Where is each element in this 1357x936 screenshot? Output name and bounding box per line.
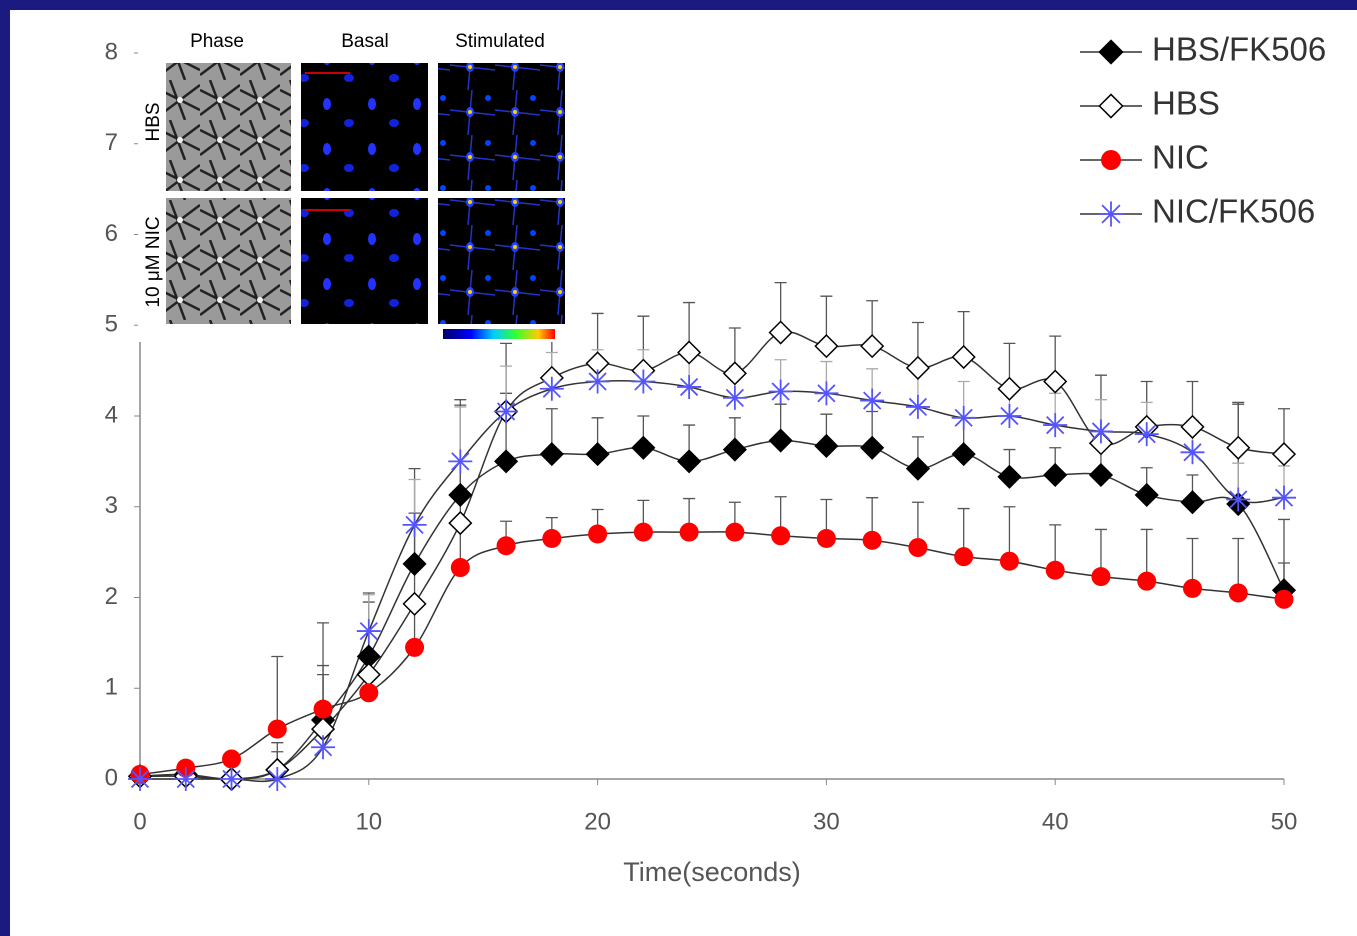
legend-marker [1101, 150, 1121, 170]
marker [222, 750, 241, 769]
marker [128, 767, 152, 791]
y-tick-label: 0 [105, 764, 118, 791]
marker [952, 406, 976, 430]
image [301, 63, 428, 191]
marker [723, 386, 747, 410]
y-tick-label: 1 [105, 674, 118, 701]
marker [631, 370, 655, 394]
inset-column-label: Stimulated [455, 31, 545, 52]
marker [1275, 590, 1294, 609]
marker [451, 558, 470, 577]
marker [1000, 552, 1019, 571]
marker [814, 381, 838, 405]
x-tick-label: 30 [813, 808, 840, 835]
legend-marker [1098, 201, 1123, 226]
x-tick-label: 50 [1271, 808, 1298, 835]
marker [405, 638, 424, 657]
marker [220, 767, 244, 791]
marker [357, 619, 381, 643]
marker [1089, 419, 1113, 443]
marker [311, 735, 335, 759]
marker [906, 395, 930, 419]
marker [863, 531, 882, 550]
inset-row-label: 10 μM NIC [143, 216, 164, 307]
image [166, 198, 291, 324]
marker [540, 377, 564, 401]
marker [268, 720, 287, 739]
marker [1180, 440, 1204, 464]
y-tick-label: 8 [105, 38, 118, 65]
marker [265, 767, 289, 791]
marker [1046, 561, 1065, 580]
marker [680, 523, 699, 542]
x-tick-label: 0 [133, 808, 146, 835]
x-tick-label: 20 [584, 808, 611, 835]
x-tick-label: 10 [355, 808, 382, 835]
marker [954, 547, 973, 566]
image [438, 198, 565, 324]
x-tick-label: 40 [1042, 808, 1069, 835]
inset-row-label: HBS [143, 102, 164, 141]
legend-label: NIC [1152, 139, 1209, 176]
marker [1137, 572, 1156, 591]
marker [588, 524, 607, 543]
marker [448, 449, 472, 473]
marker [817, 529, 836, 548]
marker [174, 767, 198, 791]
chart: 0 1 2 3 4 5 6 7 8 0 10 20 30 40 50 Time(seconds) [0, 0, 1357, 936]
marker [542, 529, 561, 548]
image [166, 63, 291, 191]
marker [497, 536, 516, 555]
marker [494, 399, 518, 423]
y-tick-label: 3 [105, 492, 118, 519]
marker [1272, 486, 1296, 510]
marker [769, 379, 793, 403]
color-bar [443, 329, 555, 339]
marker [1043, 413, 1067, 437]
marker [771, 526, 790, 545]
marker [908, 538, 927, 557]
image [301, 198, 428, 324]
marker [403, 513, 427, 537]
legend-label: HBS [1152, 85, 1220, 122]
y-tick-label: 4 [105, 401, 118, 428]
inset-column-label: Phase [190, 31, 244, 52]
y-tick-label: 6 [105, 220, 118, 247]
y-tick-label: 7 [105, 129, 118, 156]
marker [860, 389, 884, 413]
legend-label: NIC/FK506 [1152, 193, 1315, 230]
marker [314, 700, 333, 719]
marker [1226, 487, 1250, 511]
y-tick-label: 5 [105, 311, 118, 338]
legend-label: HBS/FK506 [1152, 31, 1326, 68]
marker [997, 404, 1021, 428]
x-axis-label: Time(seconds) [623, 857, 801, 887]
image [438, 63, 565, 191]
marker [634, 523, 653, 542]
marker [725, 523, 744, 542]
marker [1135, 422, 1159, 446]
inset: Phase Basal Stimulated HBS 10 μM NIC [138, 28, 570, 342]
marker [1091, 567, 1110, 586]
marker [1229, 583, 1248, 602]
y-tick-label: 2 [105, 583, 118, 610]
marker [586, 370, 610, 394]
marker [359, 683, 378, 702]
marker [1183, 579, 1202, 598]
inset-column-label: Basal [341, 31, 389, 52]
marker [677, 375, 701, 399]
